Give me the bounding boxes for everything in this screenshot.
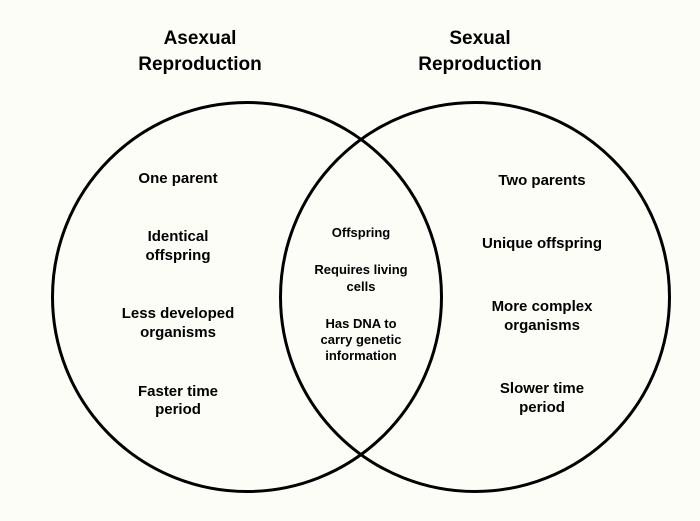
venn-item: Slower time period [500, 380, 584, 418]
venn-item: Offspring [332, 225, 391, 241]
right-title: Sexual Reproduction [380, 26, 580, 77]
left-title: Asexual Reproduction [100, 26, 300, 77]
venn-item: Identical offspring [146, 228, 211, 266]
venn-item: Requires living cells [314, 262, 407, 295]
venn-item: More complex organisms [492, 298, 593, 336]
right-region: Two parents Unique offspring More complex … [442, 150, 642, 440]
venn-item: One parent [138, 170, 217, 189]
venn-item: Less developed organisms [122, 305, 235, 343]
left-region: One parent Identical offspring Less develo… [78, 150, 278, 440]
venn-item: Two parents [498, 172, 585, 191]
venn-item: Faster time period [138, 383, 218, 421]
center-region: Offspring Requires living cells Has DNA to… [300, 215, 422, 375]
venn-diagram: { "diagram": { "type": "venn-2", "backgr… [0, 0, 700, 521]
venn-item: Has DNA to carry genetic information [321, 316, 402, 365]
venn-item: Unique offspring [482, 235, 602, 254]
